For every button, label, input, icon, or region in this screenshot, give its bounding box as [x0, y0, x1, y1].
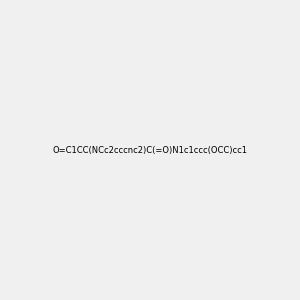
Text: O=C1CC(NCc2cccnc2)C(=O)N1c1ccc(OCC)cc1: O=C1CC(NCc2cccnc2)C(=O)N1c1ccc(OCC)cc1	[52, 146, 247, 154]
